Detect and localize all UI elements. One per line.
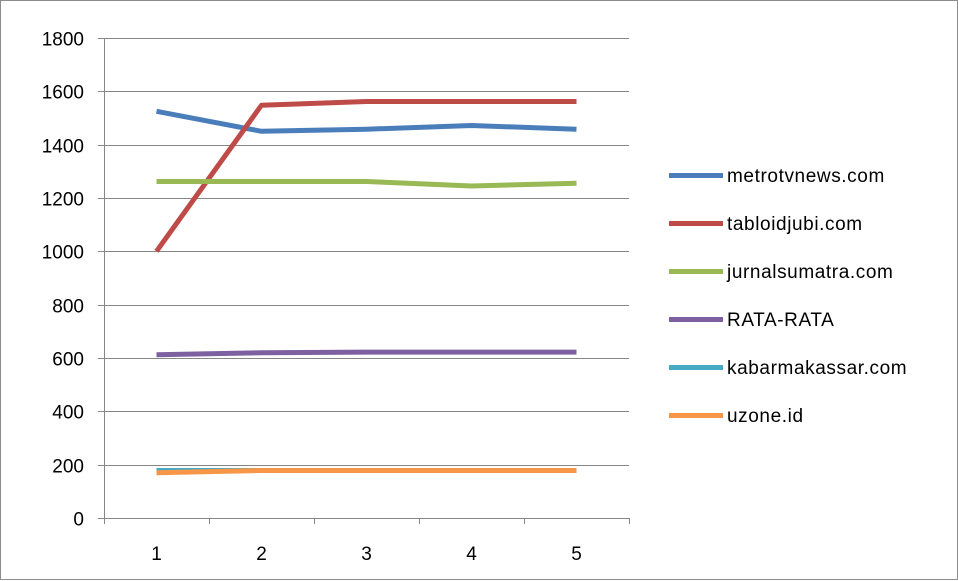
- series-lines: [154, 99, 577, 476]
- x-tick-label: 3: [361, 544, 372, 565]
- y-tick-label: 1000: [42, 243, 84, 264]
- legend: metrotvnews.com tabloidjubi.com jurnalsuma…: [669, 166, 907, 427]
- y-tick-label: 400: [52, 403, 84, 424]
- axes: [104, 38, 629, 524]
- y-tick-label: 1600: [42, 83, 84, 104]
- legend-label: metrotvnews.com: [727, 166, 885, 187]
- x-tick-label: 1: [151, 544, 162, 565]
- y-tick-label: 800: [52, 297, 84, 318]
- legend-label: uzone.id: [727, 406, 804, 427]
- y-tick-label: 600: [52, 350, 84, 371]
- x-tick-label: 4: [466, 544, 477, 565]
- series-line-jurnalsumatra-com: [156, 179, 577, 189]
- x-tick-label: 5: [571, 544, 582, 565]
- series-line-tabloidjubi-com: [154, 99, 577, 253]
- series-line-uzone-id: [156, 468, 577, 476]
- y-axis-ticks: 0 200 400 600 800 1000 1200 1400 1600 1800: [42, 30, 104, 531]
- legend-label: RATA-RATA: [727, 310, 834, 331]
- series-line-metrotvnews-com: [156, 108, 577, 134]
- x-tick-label: 2: [256, 544, 267, 565]
- y-tick-label: 200: [52, 457, 84, 478]
- y-tick-label: 1800: [42, 30, 84, 51]
- legend-label: kabarmakassar.com: [727, 358, 907, 379]
- series-line-rata-rata: [156, 349, 577, 358]
- x-axis-ticks: 1 2 3 4 5: [104, 518, 630, 565]
- legend-label: tabloidjubi.com: [727, 214, 863, 235]
- y-tick-label: 1200: [42, 190, 84, 211]
- legend-label: jurnalsumatra.com: [726, 262, 893, 283]
- y-tick-label: 0: [73, 510, 84, 531]
- y-tick-label: 1400: [42, 137, 84, 158]
